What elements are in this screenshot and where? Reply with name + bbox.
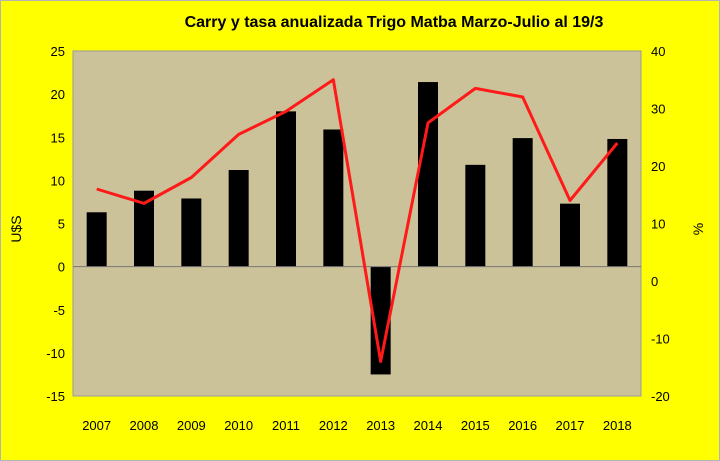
x-tick-label: 2013	[366, 418, 395, 433]
right-axis-label: %	[690, 223, 706, 235]
right-tick-label: 10	[651, 217, 665, 232]
left-tick-label: 5	[58, 217, 65, 232]
right-axis-ticks: -20 -10 0 10 20 30 40	[651, 44, 670, 404]
bar	[323, 129, 344, 267]
bar	[560, 203, 580, 267]
left-tick-label: -15	[46, 389, 65, 404]
x-tick-label: 2011	[272, 418, 300, 433]
bar	[276, 111, 296, 267]
right-tick-label: 20	[651, 159, 665, 174]
x-tick-label: 2010	[224, 418, 253, 433]
right-tick-label: -10	[651, 332, 670, 347]
left-tick-label: 20	[51, 87, 65, 102]
x-tick-label: 2016	[508, 418, 537, 433]
left-tick-label: -5	[53, 303, 65, 318]
x-tick-label: 2008	[130, 418, 159, 433]
right-tick-label: 30	[651, 102, 665, 117]
x-tick-label: 2009	[177, 418, 206, 433]
bar	[86, 212, 107, 267]
x-tick-label: 2014	[414, 418, 443, 433]
right-tick-label: 0	[651, 274, 658, 289]
left-tick-label: 0	[58, 260, 65, 275]
chart-title: Carry y tasa anualizada Trigo Matba Marz…	[185, 14, 604, 31]
x-tick-label: 2007	[82, 418, 111, 433]
bar	[418, 82, 438, 267]
x-tick-label: 2017	[556, 418, 585, 433]
bar	[181, 198, 202, 267]
right-tick-label: 40	[651, 44, 665, 59]
right-tick-label: -20	[651, 389, 670, 404]
left-tick-label: 10	[51, 173, 65, 188]
bar	[465, 164, 486, 267]
left-axis-ticks: -15 -10 -5 0 5 10 15 20 25	[46, 44, 65, 404]
bar	[134, 190, 154, 267]
x-tick-label: 2012	[319, 418, 348, 433]
x-tick-label: 2015	[461, 418, 490, 433]
left-axis-label: U$S	[8, 215, 24, 242]
rate-line	[96, 78, 619, 363]
left-tick-label: -10	[46, 346, 65, 361]
x-axis-ticks: 2007 2008 2009 2010 2011 2012 2013 2014 2015 2016…	[82, 418, 632, 433]
x-tick-label: 2018	[603, 418, 632, 433]
bar	[370, 266, 391, 375]
bar	[228, 170, 249, 267]
bar	[512, 138, 533, 267]
left-tick-label: 15	[51, 130, 65, 145]
bar-series	[86, 82, 628, 375]
bar	[607, 138, 628, 267]
left-tick-label: 25	[51, 44, 65, 59]
